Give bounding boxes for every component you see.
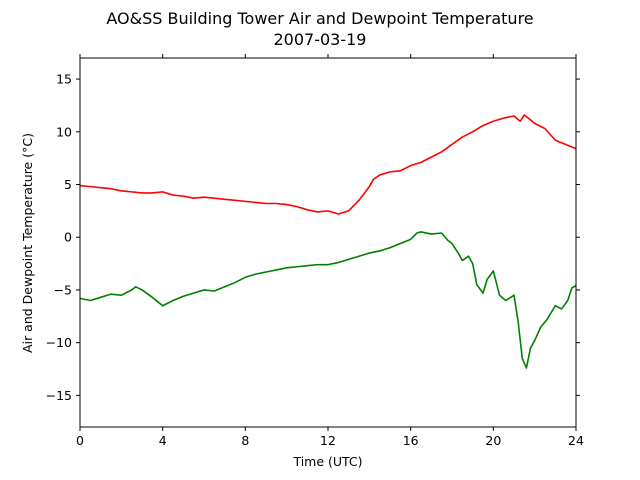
y-tick-label: 10 [56, 124, 72, 139]
y-tick-label: −10 [46, 335, 72, 350]
x-tick-label: 4 [159, 433, 167, 448]
x-axis-label: Time (UTC) [292, 454, 362, 469]
series-line-0 [79, 114, 577, 215]
y-tick-label: 5 [64, 177, 72, 192]
y-tick-label: 0 [64, 230, 72, 245]
y-tick-label: −15 [46, 388, 72, 403]
chart-title: AO&SS Building Tower Air and Dewpoint Te… [106, 9, 533, 28]
plot-area: 0 4 8 12 16 20 24 −15 −10 −5 0 5 10 15 [46, 54, 584, 448]
x-tick-label: 24 [568, 433, 584, 448]
y-axis-label: Air and Dewpoint Temperature (°C) [20, 133, 35, 353]
x-tick-label: 8 [241, 433, 249, 448]
x-tick-label: 0 [76, 433, 84, 448]
x-tick-label: 12 [320, 433, 336, 448]
x-tick-label: 16 [403, 433, 419, 448]
series-line-1 [79, 231, 577, 369]
x-tick-label: 20 [485, 433, 501, 448]
y-tick-label: −5 [54, 282, 72, 297]
y-tick-label: 15 [56, 72, 72, 87]
chart-subtitle: 2007-03-19 [274, 30, 367, 49]
plot-frame [79, 57, 577, 428]
